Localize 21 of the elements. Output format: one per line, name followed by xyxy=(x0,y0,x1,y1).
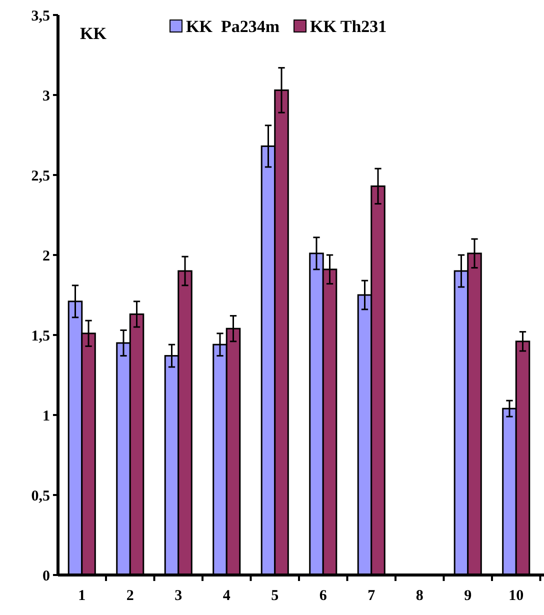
x-tick-label: 6 xyxy=(319,588,328,604)
x-tick-label: 4 xyxy=(222,588,231,604)
y-tick-label: 0,5 xyxy=(31,488,50,504)
x-tick-label: 2 xyxy=(126,588,134,604)
x-tick-label: 10 xyxy=(508,588,524,604)
x-tick-label: 9 xyxy=(464,588,472,604)
legend-label: KK Pa234m xyxy=(186,16,280,36)
x-tick-label: 1 xyxy=(78,588,86,604)
x-tick-label: 8 xyxy=(416,588,424,604)
x-tick-label: 5 xyxy=(271,588,279,604)
y-tick-label: 2 xyxy=(42,248,50,264)
y-tick-label: 2,5 xyxy=(31,168,50,184)
annotation: KK xyxy=(80,24,108,43)
y-tick-label: 1,5 xyxy=(31,328,50,344)
y-tick-label: 3 xyxy=(42,88,50,104)
y-tick-label: 1 xyxy=(42,408,50,424)
y-tick-label: 0 xyxy=(42,568,50,584)
y-tick-label: 3,5 xyxy=(31,8,50,24)
x-tick-label: 3 xyxy=(174,588,182,604)
x-tick-label: 7 xyxy=(368,588,376,604)
legend-label: KK Th231 xyxy=(310,16,387,36)
